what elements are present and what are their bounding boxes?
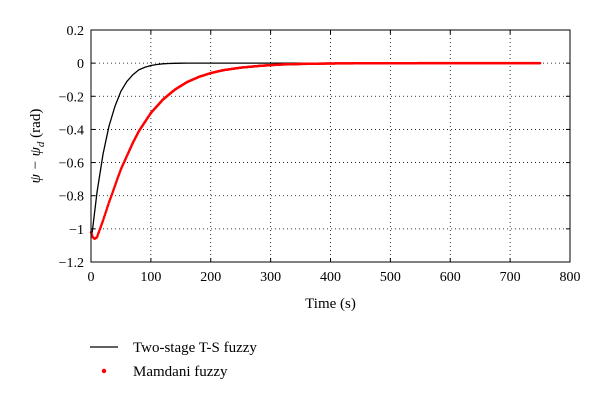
y-axis-label: ψ − ψd (rad) (28, 109, 47, 184)
y-tick-label: −1.2 (59, 256, 84, 271)
series-dots-mamdani (89, 61, 542, 241)
x-tick-label: 200 (200, 270, 221, 285)
series-layer (89, 61, 542, 241)
x-axis-ticks: 0 100 200 300 400 500 600 700 800 (88, 30, 581, 285)
legend-dot-marker (101, 368, 107, 374)
y-tick-label: −0.8 (59, 190, 84, 205)
y-axis-label-main: ψ − ψ (28, 146, 44, 183)
y-tick-label: 0.2 (67, 24, 85, 39)
x-axis-label: Time (s) (305, 296, 356, 312)
y-tick-label: −0.4 (59, 123, 84, 138)
series-line-two-stage-ts (90, 62, 541, 238)
y-axis-label-subscript: d (35, 141, 47, 147)
x-tick-label: 100 (140, 270, 161, 285)
y-tick-label: −1 (69, 223, 84, 238)
y-tick-label: 0 (77, 57, 84, 72)
x-tick-label: 400 (320, 270, 341, 285)
mamdani-data-point (101, 219, 105, 222)
y-tick-label: −0.2 (59, 90, 84, 105)
mamdani-data-point (104, 210, 108, 213)
x-tick-label: 700 (500, 270, 521, 285)
mamdani-data-point (107, 202, 110, 206)
grid-lines (91, 30, 570, 262)
x-tick-label: 500 (380, 270, 401, 285)
x-tick-label: 0 (88, 270, 95, 285)
mamdani-data-point (538, 61, 542, 65)
y-axis-label-unit: (rad) (28, 109, 44, 142)
x-tick-label: 600 (440, 270, 461, 285)
legend-label-two-stage: Two-stage T-S fuzzy (133, 340, 257, 356)
legend-label-mamdani: Mamdani fuzzy (133, 364, 228, 380)
x-tick-label: 300 (260, 270, 281, 285)
x-tick-label: 800 (560, 270, 581, 285)
y-axis-ticks: 0.2 0 −0.2 −0.4 −0.6 −0.8 −1 −1.2 (59, 24, 570, 271)
y-tick-label: −0.6 (59, 157, 84, 172)
legend: Two-stage T-S fuzzy Mamdani fuzzy (90, 340, 257, 380)
